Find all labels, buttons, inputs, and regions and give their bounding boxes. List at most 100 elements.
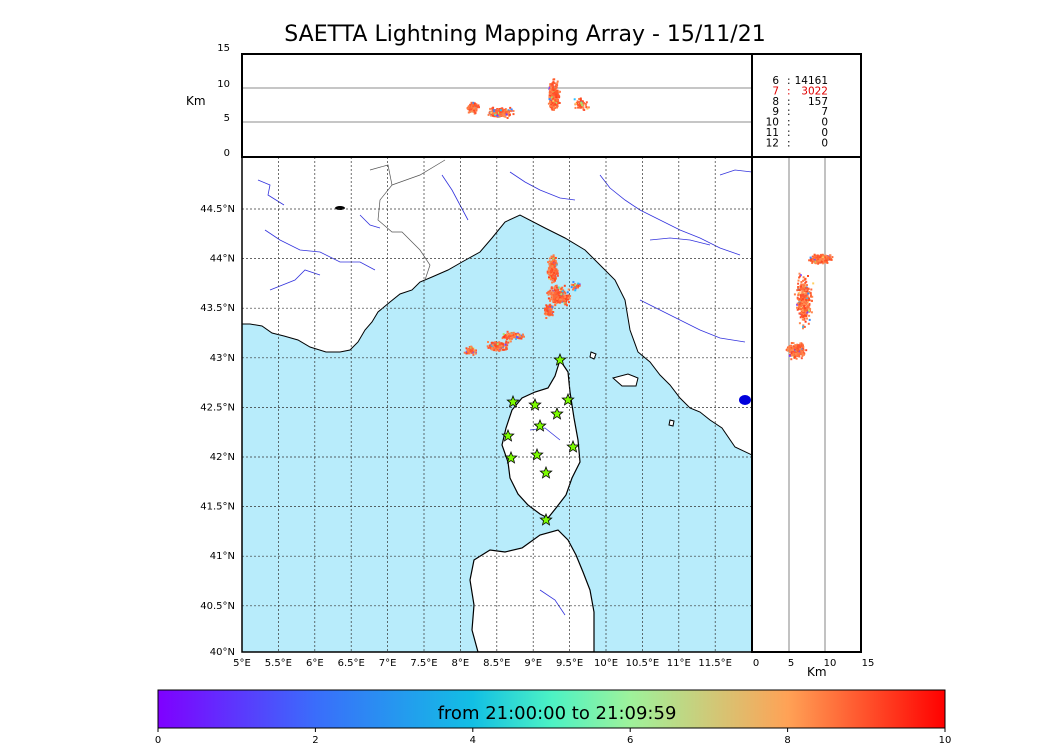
lightning-source: [494, 346, 497, 349]
lightning-source: [831, 256, 834, 259]
lightning-source: [799, 274, 802, 277]
lightning-source: [587, 106, 590, 109]
lightning-source: [506, 110, 509, 113]
lightning-source: [553, 289, 556, 291]
lightning-source: [556, 272, 559, 275]
lightning-source: [563, 290, 566, 293]
lightning-source: [552, 85, 555, 88]
count-value: 14161: [795, 75, 828, 87]
lightning-source: [564, 292, 567, 295]
lightning-source: [802, 276, 805, 279]
count-value: 0: [821, 127, 828, 139]
lightning-source: [550, 297, 553, 300]
lightning-source: [548, 304, 551, 307]
lightning-source: [545, 311, 548, 314]
lightning-source: [548, 98, 551, 101]
lon-tick-label: 7°E: [379, 658, 397, 669]
lightning-source: [499, 109, 502, 112]
lightning-source: [470, 345, 473, 348]
lightning-source: [801, 283, 804, 286]
count-value: 157: [808, 96, 828, 108]
lightning-source: [806, 301, 808, 304]
lightning-source: [490, 111, 493, 114]
lightning-source: [820, 260, 823, 263]
lightning-source: [467, 105, 470, 108]
lightning-source: [803, 283, 806, 286]
lightning-source: [550, 262, 553, 265]
lightning-source: [819, 261, 822, 263]
lightning-source: [555, 271, 558, 274]
lon-tick-label: 10°E: [594, 658, 618, 669]
lightning-source: [489, 107, 492, 110]
lightning-source: [804, 287, 807, 289]
lightning-source: [820, 259, 823, 262]
lightning-source: [468, 346, 471, 349]
lightning-source: [499, 112, 502, 115]
lightning-source: [551, 291, 554, 294]
lightning-source: [548, 92, 551, 95]
lightning-source: [547, 291, 550, 294]
lightning-source: [504, 343, 507, 346]
lightning-source: [545, 304, 548, 307]
lightning-source: [472, 353, 475, 356]
lightning-source: [824, 256, 827, 259]
map-panel: [241, 156, 753, 653]
lightning-source: [802, 293, 804, 296]
lightning-source: [508, 339, 511, 342]
lightning-source: [512, 332, 515, 335]
lightning-source: [806, 287, 809, 290]
lightning-source: [552, 254, 555, 257]
lightning-source: [813, 253, 816, 256]
lightning-source: [491, 343, 494, 346]
lightning-source: [496, 348, 499, 351]
lightning-source: [506, 344, 509, 347]
lightning-source: [550, 286, 553, 289]
lightning-source: [502, 108, 505, 111]
lightning-source: [473, 110, 476, 113]
lightning-source: [819, 256, 822, 259]
lightning-source: [502, 114, 504, 117]
lightning-source: [577, 103, 580, 106]
lightning-source: [814, 254, 817, 257]
lightning-source: [786, 349, 789, 352]
lightning-source: [802, 325, 805, 328]
lightning-source: [800, 297, 803, 300]
lightning-source: [804, 307, 807, 310]
lightning-source: [803, 325, 806, 328]
lightning-source: [817, 259, 820, 262]
side-lightning-sources: [785, 253, 834, 361]
count-value: 3022: [801, 85, 828, 97]
lightning-source: [553, 82, 556, 85]
lightning-source: [473, 104, 476, 107]
lightning-source: [800, 299, 803, 302]
lightning-source: [555, 286, 558, 289]
lightning-source: [803, 301, 806, 304]
lightning-source: [475, 105, 478, 108]
mainland-land: [242, 157, 752, 456]
lightning-source: [553, 278, 556, 281]
lon-tick-label: 11°E: [667, 658, 691, 669]
lightning-source: [815, 258, 818, 261]
lightning-source: [810, 294, 812, 297]
lightning-source: [556, 99, 559, 101]
lightning-source: [502, 112, 505, 115]
lightning-source: [812, 282, 815, 285]
lightning-source: [475, 107, 477, 110]
lightning-source: [791, 350, 794, 353]
lightning-source: [803, 295, 806, 298]
lightning-source: [552, 264, 555, 267]
lightning-source: [551, 275, 554, 278]
lightning-source: [546, 310, 549, 312]
lightning-source: [574, 106, 577, 109]
svg-text::: :: [787, 106, 791, 118]
count-level-label: 11: [766, 127, 779, 139]
lightning-source: [505, 113, 508, 116]
lightning-source: [502, 333, 505, 336]
lightning-source: [786, 347, 789, 350]
lightning-source: [467, 348, 470, 351]
lightning-source: [549, 309, 552, 312]
lat-tick-label: 41.5°N: [200, 502, 235, 513]
lightning-source: [810, 288, 813, 291]
station-markers: [501, 352, 580, 526]
lightning-source: [465, 347, 468, 350]
